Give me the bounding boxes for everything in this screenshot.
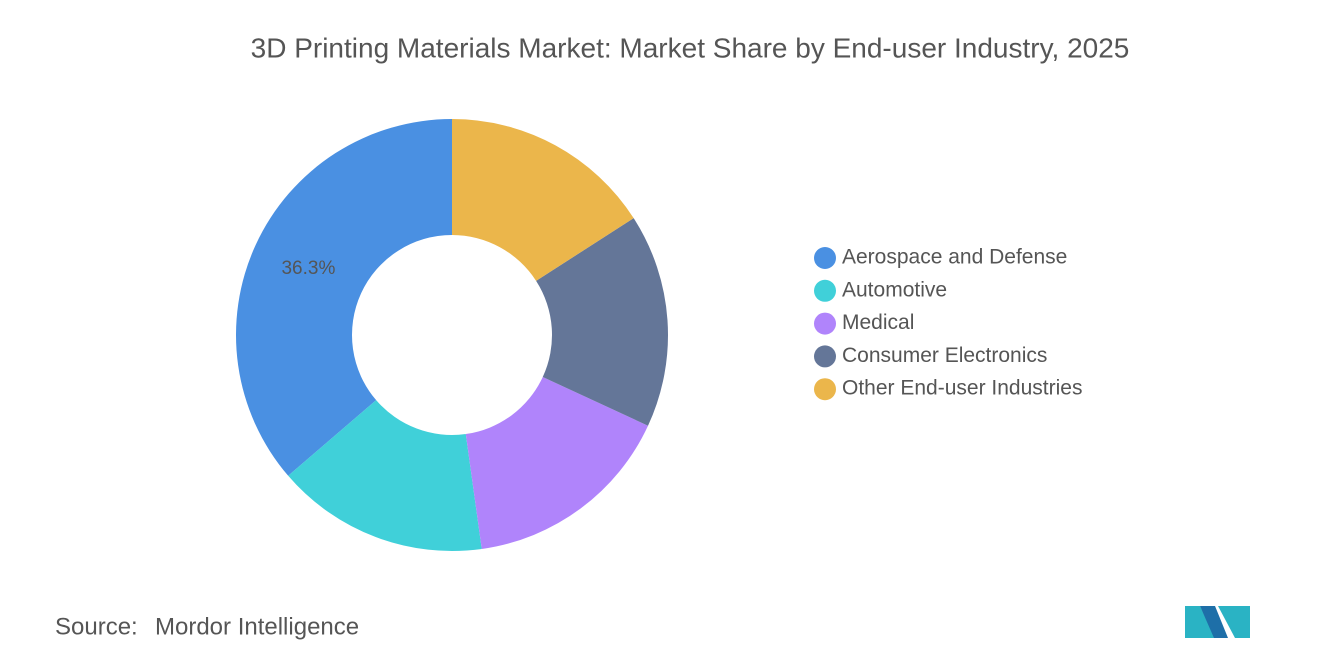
data-label: 36.3% (281, 258, 335, 279)
source-label: Source: (55, 613, 138, 640)
logo (1185, 606, 1250, 638)
legend-label: Consumer Electronics (842, 344, 1047, 367)
legend-marker (814, 247, 836, 269)
donut-slice (235, 119, 452, 476)
logo-part (1185, 606, 1215, 638)
source: Mordor Intelligence (155, 613, 359, 640)
legend-label: Medical (842, 311, 914, 334)
logo-part (1218, 606, 1250, 638)
logo-part (1200, 606, 1228, 638)
donut-slice (536, 218, 669, 426)
legend-label: Aerospace and Defense (842, 246, 1067, 269)
legend-marker (814, 378, 836, 401)
donut-slice (452, 119, 634, 281)
legend-marker (814, 312, 836, 335)
legend-marker (814, 279, 836, 302)
donut-slice (288, 400, 482, 551)
donut-slice (465, 377, 649, 549)
legend-label: Automotive (842, 278, 947, 301)
legend-marker (814, 345, 836, 368)
chart-title: 3D Printing Materials Market: Market Sha… (251, 32, 1130, 63)
legend-label: Other End-user Industries (842, 377, 1082, 400)
